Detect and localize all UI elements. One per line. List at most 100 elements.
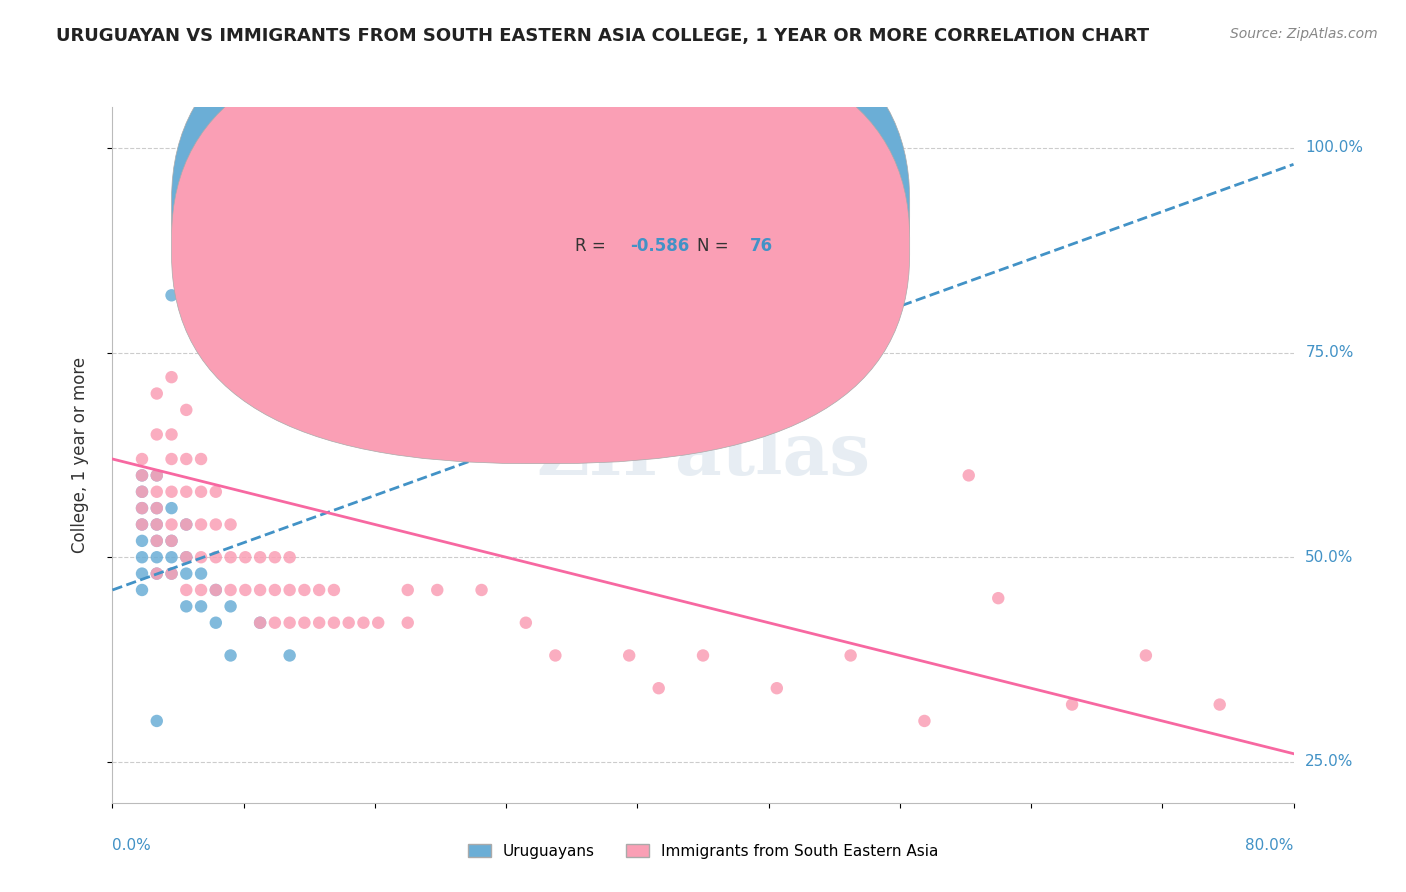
Point [160,566,183,581]
Point [131,582,153,597]
Point [219,517,242,532]
Text: 76: 76 [751,237,773,255]
Point [352,615,374,630]
Point [308,615,330,630]
Point [131,501,153,516]
Point [160,452,183,467]
Point [146,517,169,532]
Point [146,468,169,483]
FancyBboxPatch shape [172,29,910,464]
Point [396,615,419,630]
Point [278,550,301,565]
Text: R =: R = [575,199,612,217]
Point [219,599,242,614]
Text: 100.0%: 100.0% [1305,140,1364,155]
Point [190,550,212,565]
Point [647,681,671,696]
Point [160,427,183,442]
Point [619,648,641,663]
Point [264,615,287,630]
Point [278,615,301,630]
Text: Source: ZipAtlas.com: Source: ZipAtlas.com [1230,27,1378,41]
Point [174,550,197,565]
Point [146,533,169,548]
Point [264,582,287,597]
Point [131,517,153,532]
Point [249,615,271,630]
Point [160,484,183,499]
Point [190,599,212,614]
Point [249,615,271,630]
Point [426,582,449,597]
Point [160,517,183,532]
Point [323,615,346,630]
Point [174,403,197,417]
Point [308,582,330,597]
Point [987,591,1010,606]
Text: 25.0%: 25.0% [1305,755,1354,770]
Point [146,533,169,548]
Point [174,452,197,467]
Point [146,566,169,581]
Point [766,681,789,696]
Point [205,484,228,499]
FancyBboxPatch shape [502,169,856,274]
Point [957,468,980,483]
Point [205,517,228,532]
FancyBboxPatch shape [172,0,910,425]
Point [205,582,228,597]
Point [292,582,315,597]
Point [160,550,183,565]
Point [278,582,301,597]
Point [190,517,212,532]
Text: 80.0%: 80.0% [1246,838,1294,853]
Text: -0.586: -0.586 [630,237,689,255]
Point [146,550,169,565]
Text: N =: N = [697,199,734,217]
Point [160,533,183,548]
Point [146,484,169,499]
Point [146,501,169,516]
Point [146,427,169,442]
Point [131,484,153,499]
Point [515,615,537,630]
Point [914,714,936,728]
Point [205,550,228,565]
Point [174,599,197,614]
Point [323,582,346,597]
Point [160,566,183,581]
Point [160,501,183,516]
Point [292,615,315,630]
Point [190,452,212,467]
Point [219,648,242,663]
Point [131,533,153,548]
Point [233,582,256,597]
Point [146,468,169,483]
Point [190,582,212,597]
Point [146,566,169,581]
Point [174,582,197,597]
Point [219,550,242,565]
Point [219,582,242,597]
Text: R =: R = [575,237,612,255]
Point [174,484,197,499]
Point [160,533,183,548]
Point [131,452,153,467]
Point [131,484,153,499]
Point [205,582,228,597]
Point [1062,698,1084,712]
Point [233,550,256,565]
Point [190,484,212,499]
Point [174,517,197,532]
Point [1135,648,1157,663]
Point [470,582,494,597]
Point [131,566,153,581]
Legend: Uruguayans, Immigrants from South Eastern Asia: Uruguayans, Immigrants from South Easter… [461,838,945,864]
Point [160,288,183,302]
Point [205,615,228,630]
Point [264,550,287,565]
Point [146,386,169,401]
Text: 50.0%: 50.0% [1305,549,1354,565]
Point [692,648,714,663]
Text: URUGUAYAN VS IMMIGRANTS FROM SOUTH EASTERN ASIA COLLEGE, 1 YEAR OR MORE CORRELAT: URUGUAYAN VS IMMIGRANTS FROM SOUTH EASTE… [56,27,1149,45]
